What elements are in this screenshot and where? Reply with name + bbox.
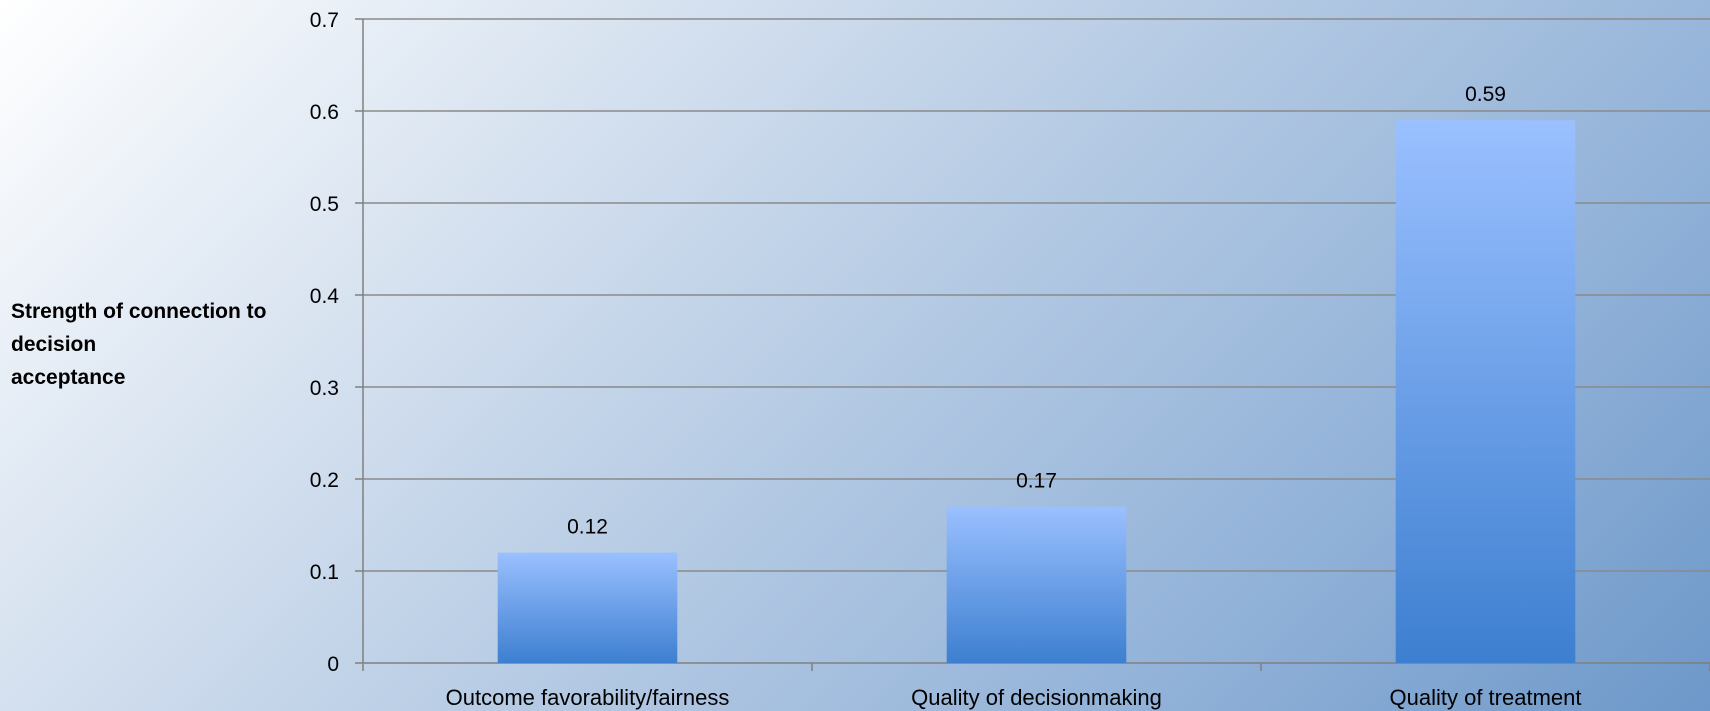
x-category-label: Outcome favorability/fairness (446, 685, 730, 710)
data-label: 0.17 (1016, 470, 1057, 493)
y-tick-label: 0.2 (310, 469, 339, 492)
labels: 0 0.1 0.2 0.3 0.4 0.5 0.6 0.7 0.12 Outcome favora… (310, 9, 1582, 710)
y-tick-label: 0.4 (310, 285, 340, 308)
y-tick-label: 0.6 (310, 101, 339, 124)
x-category-label: Quality of decisionmaking (911, 685, 1162, 710)
bar (946, 506, 1127, 663)
y-tick-label: 0.5 (310, 193, 339, 216)
y-axis-label-line-3: acceptance (11, 366, 126, 389)
x-category-label: Quality of treatment (1390, 685, 1582, 710)
data-label: 0.12 (567, 516, 608, 539)
y-tick-label: 0.3 (310, 377, 339, 400)
y-axis-label-line-1: Strength of connection to (11, 300, 267, 323)
bar (1395, 120, 1576, 663)
bars (497, 120, 1576, 663)
y-tick-label: 0 (327, 653, 339, 676)
y-axis-label-line-2: decision (11, 333, 97, 356)
y-tick-label: 0.1 (310, 561, 339, 584)
data-label: 0.59 (1465, 83, 1506, 106)
y-axis-label: Strength of connection to decision accep… (11, 295, 301, 394)
bar (497, 552, 678, 663)
y-tick-label: 0.7 (310, 9, 339, 32)
